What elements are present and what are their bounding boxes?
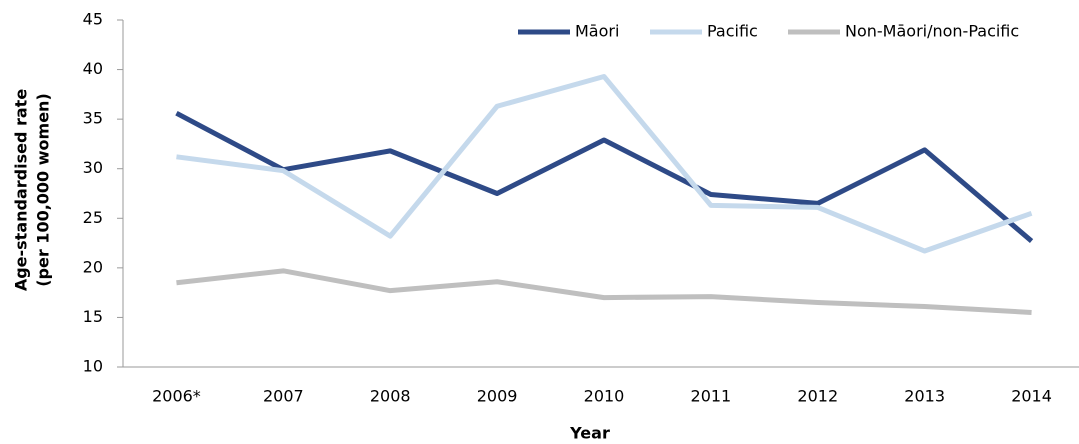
x-axis-label: Year: [569, 424, 610, 443]
y-tick-label: 10: [83, 357, 103, 376]
legend-label: Non-Māori/non-Pacific: [845, 22, 1019, 41]
y-tick-label: 30: [83, 158, 103, 177]
y-tick-label: 25: [83, 208, 103, 227]
x-tick-label: 2010: [584, 387, 625, 406]
y-tick-label: 20: [83, 257, 103, 276]
x-tick-label: 2011: [691, 387, 732, 406]
x-tick-label: 2009: [477, 387, 518, 406]
x-tick-label: 2008: [370, 387, 411, 406]
line-series: [176, 268, 1032, 315]
x-tick-label: 2014: [1011, 387, 1052, 406]
y-axis-label: Age-standardised rate: [12, 89, 31, 292]
legend-label: Pacific: [707, 22, 758, 41]
x-tick-label: 2012: [797, 387, 838, 406]
legend-label: Māori: [575, 22, 619, 41]
y-axis-label: (per 100,000 women): [34, 93, 53, 287]
x-tick-label: 2013: [904, 387, 945, 406]
line-series: [176, 74, 1033, 254]
y-tick-label: 40: [83, 59, 103, 78]
y-tick-label: 15: [83, 307, 103, 326]
y-tick-label: 45: [83, 10, 103, 29]
x-tick-label: 2006*: [152, 387, 201, 406]
y-tick-label: 35: [83, 109, 103, 128]
x-tick-label: 2007: [263, 387, 304, 406]
line-series: [175, 110, 1034, 243]
